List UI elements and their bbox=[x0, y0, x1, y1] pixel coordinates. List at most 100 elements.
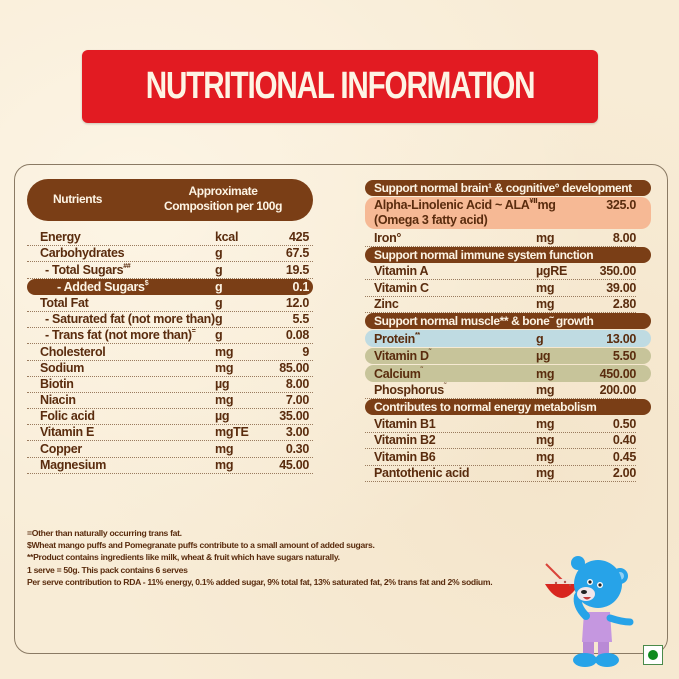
nutrient-value: 2.00 bbox=[612, 466, 636, 480]
table-row: Folic acid µg 35.00 bbox=[27, 409, 313, 426]
section-header: Support normal immune system function bbox=[365, 246, 651, 263]
nutrient-value: 2.80 bbox=[612, 297, 636, 311]
nutrient-unit: g bbox=[215, 328, 223, 343]
table-row: Copper mg 0.30 bbox=[27, 441, 313, 458]
nutrient-value: 0.08 bbox=[285, 328, 309, 343]
nutrient-name: Sodium bbox=[40, 360, 85, 375]
table-row: Vitamin B2 mg 0.40 bbox=[365, 433, 636, 449]
nutrient-unit: mg bbox=[536, 449, 555, 464]
nutrient-name: Calcium˜ bbox=[374, 366, 423, 381]
table-row: Carbohydrates g 67.5 bbox=[27, 246, 313, 263]
nutrient-unit: mg bbox=[536, 416, 555, 431]
nutrient-name: Energy bbox=[40, 230, 81, 245]
table-row: Biotin µg 8.00 bbox=[27, 377, 313, 393]
nutrient-value: 45.00 bbox=[279, 457, 309, 472]
section-header: Contributes to normal energy metabolism bbox=[365, 399, 651, 415]
nutrient-unit: mg bbox=[536, 297, 555, 311]
nutrient-unit: µg bbox=[215, 409, 230, 424]
nutrient-name: Carbohydrates bbox=[40, 246, 125, 261]
table-row: Phosphorus˜ mg 200.00 bbox=[365, 383, 636, 399]
nutrient-name: Cholesterol bbox=[40, 344, 106, 359]
nutrient-unit: mg bbox=[536, 280, 555, 295]
nutrient-name: Copper bbox=[40, 441, 82, 456]
nutrient-name: Alpha-Linolenic Acid ~ ALA¥Ⅱ (Omega 3 fat… bbox=[374, 198, 538, 227]
table-row: Vitamin D˜ µg 5.50 bbox=[365, 347, 651, 364]
nutrient-name: Magnesium bbox=[40, 457, 107, 472]
nutrient-name: Phosphorus˜ bbox=[374, 383, 446, 397]
nutrient-name: Total Fat bbox=[40, 295, 89, 310]
nutrient-value: 8.00 bbox=[612, 230, 636, 245]
nutrient-unit: kcal bbox=[215, 230, 239, 245]
table-row: Alpha-Linolenic Acid ~ ALA¥Ⅱ (Omega 3 fat… bbox=[365, 197, 651, 229]
nutrient-unit: mg bbox=[537, 198, 556, 212]
table-row: - Added Sugars$ g 0.1 bbox=[27, 278, 313, 295]
nutrient-unit: g bbox=[536, 331, 544, 346]
nutrient-name: Vitamin D˜ bbox=[374, 349, 431, 363]
section-header: Support normal brain¹ & cognitive° devel… bbox=[365, 180, 651, 196]
table-header: Nutrients Approximate Composition per 10… bbox=[27, 179, 313, 221]
nutrient-unit: mg bbox=[215, 457, 234, 472]
table-row: Vitamin E mgTE 3.00 bbox=[27, 425, 313, 442]
nutrient-unit: mg bbox=[536, 433, 555, 447]
footnotes: =Other than naturally occurring trans fa… bbox=[27, 527, 497, 588]
nutrient-name: Vitamin B2 bbox=[374, 433, 436, 447]
nutrient-value: 5.5 bbox=[292, 312, 310, 327]
table-row: - Saturated fat (not more than) g 5.5 bbox=[27, 312, 313, 329]
nutrient-value: 7.00 bbox=[285, 393, 309, 408]
table-row: Vitamin A µgRE 350.00 bbox=[365, 264, 637, 280]
nutrient-unit: mg bbox=[215, 393, 234, 408]
nutrient-unit: mgTE bbox=[215, 425, 249, 440]
table-row: Cholesterol mg 9 bbox=[27, 344, 313, 361]
nutrient-unit: mg bbox=[215, 441, 234, 456]
nutrient-value: 35.00 bbox=[279, 409, 309, 424]
table-row: Magnesium mg 45.00 bbox=[27, 458, 313, 474]
nutrient-unit: mg bbox=[536, 366, 555, 381]
nutrient-unit: g bbox=[215, 262, 223, 277]
nutrient-unit: g bbox=[215, 279, 223, 294]
table-row: Vitamin B6 mg 0.45 bbox=[365, 449, 636, 466]
title-banner: NUTRITIONAL INFORMATION bbox=[82, 50, 598, 123]
table-row: Zinc mg 2.80 bbox=[365, 297, 636, 313]
table-row: Iron° mg 8.00 bbox=[365, 230, 636, 247]
nutrient-unit: mg bbox=[536, 383, 555, 397]
footnote: 1 serve = 50g. This pack contains 6 serv… bbox=[27, 564, 188, 575]
nutrient-value: 5.50 bbox=[612, 349, 636, 363]
page-title: NUTRITIONAL INFORMATION bbox=[145, 65, 536, 107]
footnote: $Wheat mango puffs and Pomegranate puffs… bbox=[27, 540, 375, 551]
table-row: - Trans fat (not more than)= g 0.08 bbox=[27, 328, 313, 345]
nutrient-value: 85.00 bbox=[279, 360, 309, 375]
nutrient-name: - Trans fat (not more than)= bbox=[45, 328, 196, 343]
teddy-bear-mascot-icon bbox=[540, 550, 640, 670]
nutrient-name: Protein** bbox=[374, 331, 420, 346]
nutrient-value: 450.00 bbox=[599, 366, 637, 381]
table-row: Pantothenic acid mg 2.00 bbox=[365, 466, 636, 482]
header-nutrients: Nutrients bbox=[53, 192, 103, 206]
nutrient-name: Zinc bbox=[374, 297, 399, 311]
nutrient-value: 0.30 bbox=[285, 441, 309, 456]
left-rows: Energy kcal 425 Carbohydrates g 67.5 - Total … bbox=[27, 230, 313, 474]
nutrient-value: 350.00 bbox=[599, 264, 637, 278]
nutrient-name: Iron° bbox=[374, 230, 402, 245]
nutrient-name: Folic acid bbox=[40, 409, 95, 424]
footnote: =Other than naturally occurring trans fa… bbox=[27, 528, 182, 538]
nutrient-value: 0.40 bbox=[612, 433, 636, 447]
nutrient-value: 8.00 bbox=[285, 376, 309, 391]
nutrient-value: 9 bbox=[302, 344, 309, 359]
nutrient-value: 12.0 bbox=[285, 295, 309, 310]
nutrition-panel bbox=[14, 164, 668, 654]
nutrient-unit: µg bbox=[215, 376, 230, 391]
header-composition: Approximate Composition per 100g bbox=[163, 184, 283, 213]
nutrient-value: 39.00 bbox=[606, 280, 636, 295]
footnote: **Product contains ingredients like milk… bbox=[27, 552, 340, 563]
nutrient-value: 13.00 bbox=[606, 331, 636, 346]
nutrient-unit: mg bbox=[215, 344, 234, 359]
nutrient-value: 0.50 bbox=[612, 416, 636, 431]
nutrient-composition-table: Nutrients Approximate Composition per 10… bbox=[27, 179, 313, 474]
table-row: Vitamin C mg 39.00 bbox=[365, 280, 636, 297]
nutrient-value: 325.0 bbox=[606, 198, 636, 212]
table-row: Vitamin B1 mg 0.50 bbox=[365, 416, 636, 433]
nutrient-value: 0.1 bbox=[292, 279, 310, 294]
nutrient-name: - Total Sugars## bbox=[45, 262, 131, 277]
footnote: Per serve contribution to RDA - 11% ener… bbox=[27, 576, 493, 587]
table-row: Protein** g 13.00 bbox=[365, 330, 651, 347]
